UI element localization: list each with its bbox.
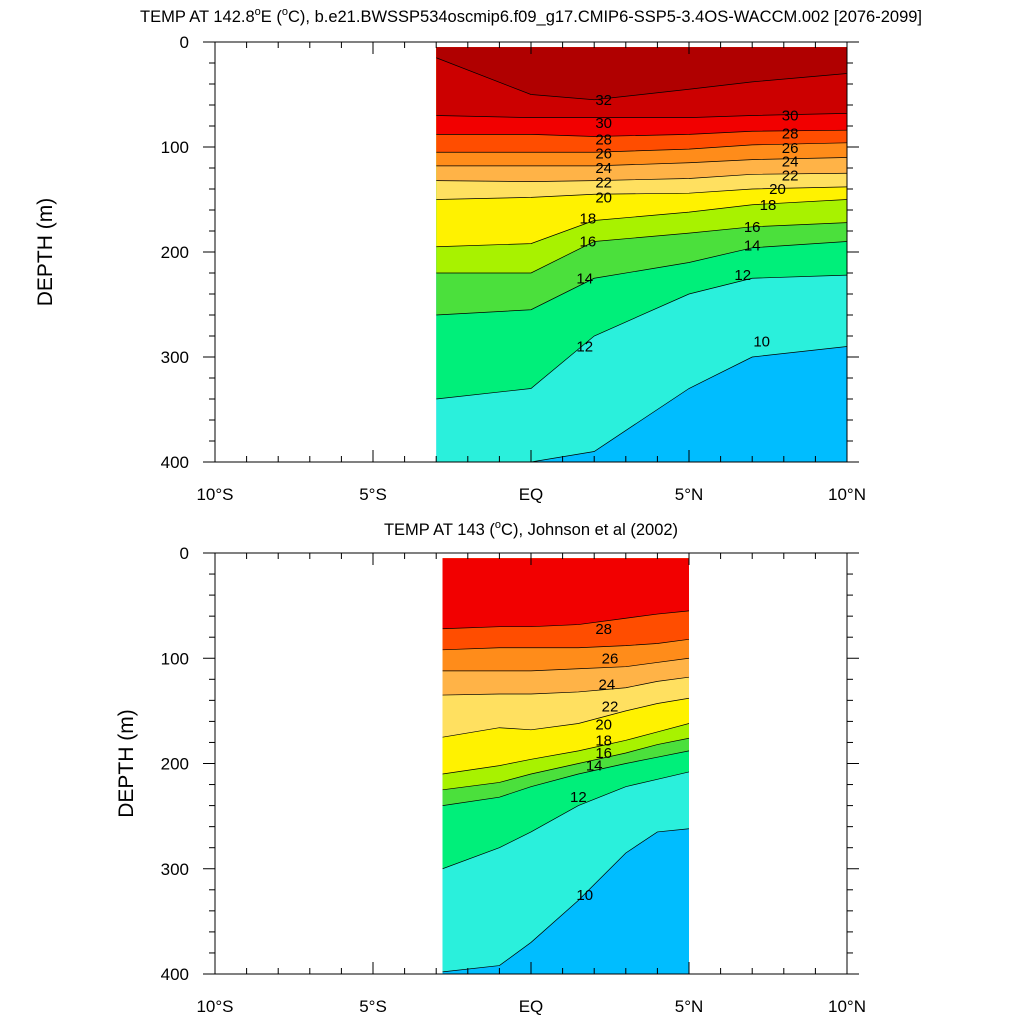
x-tick-label: 5°N [675,997,704,1016]
contour-label: 16 [580,234,597,251]
isotherm-14 [436,241,847,316]
isotherm-22 [442,676,689,696]
y-tick-label: 200 [161,243,189,262]
x-tick-label: 10°N [828,997,866,1016]
chart-title: TEMP AT 143 (oC), Johnson et al (2002) [384,519,678,539]
isotherm-20 [442,697,689,738]
contour-label: 12 [576,339,593,356]
y-tick-label: 200 [161,755,189,774]
contour-label: 14 [576,270,593,287]
y-tick-label: 0 [180,544,189,563]
contour-label: 18 [760,197,777,214]
contour-label: 24 [782,154,799,171]
contour-label: 28 [782,125,799,142]
y-axis-label: DEPTH (m) [34,198,57,307]
panel-model: 3230282624222018161412302826242220181614… [34,6,922,504]
isotherm-28 [442,610,689,630]
contour-label: 16 [744,219,761,236]
x-tick-label: 5°S [359,485,387,504]
isotherm-12 [442,771,689,870]
contour-label: 20 [595,189,612,206]
band-above-32 [436,47,847,100]
x-tick-label: 10°N [828,485,866,504]
contour-label: 24 [598,677,615,694]
y-tick-label: 400 [161,453,189,472]
isotherm-28 [436,129,847,137]
isotherm-20 [436,186,847,200]
isotherm-22 [436,172,847,183]
x-tick-label: EQ [519,997,544,1016]
y-tick-label: 100 [161,138,189,157]
contour-label: 26 [782,140,799,157]
contour-label: 22 [782,167,799,184]
isotherm-24 [442,657,689,672]
isotherm-12 [436,274,847,400]
contour-label: 30 [782,108,799,125]
isotherm-16 [436,222,847,274]
contour-label: 28 [595,132,612,149]
isotherm-30 [436,113,847,118]
contour-label: 24 [595,160,612,177]
isotherm-26 [436,142,847,153]
band-above-28 [442,558,689,629]
isotherm-18 [436,199,847,248]
chart-title: TEMP AT 142.8oE (oC), b.e21.BWSSP534oscm… [140,6,922,26]
contour-label: 18 [595,732,612,749]
contour-label: 10 [576,887,593,904]
contour-label: 28 [595,621,612,638]
x-tick-label: 10°S [196,997,233,1016]
x-tick-label: EQ [519,485,544,504]
title-superscript: o [495,519,501,531]
contour-label: 32 [595,92,612,109]
y-tick-label: 300 [161,860,189,879]
contour-label: 14 [586,758,603,775]
y-tick-label: 0 [180,33,189,52]
contour-label: 22 [595,175,612,192]
contour-label: 10 [753,333,770,350]
isotherm-10 [436,346,847,462]
contour-label: 12 [570,789,587,806]
temperature-field [442,558,689,974]
contour-label: 20 [595,717,612,734]
x-tick-label: 5°N [675,485,704,504]
x-tick-label: 10°S [196,485,233,504]
contour-label: 12 [734,267,751,284]
temperature-field [436,47,847,462]
y-tick-label: 300 [161,348,189,367]
title-superscript: o [282,6,288,18]
isotherm-32 [436,57,847,101]
contour-label: 14 [744,238,761,255]
y-tick-label: 100 [161,649,189,668]
y-axis-label: DEPTH (m) [115,709,138,818]
isotherm-16 [442,737,689,791]
isotherm-18 [442,723,689,775]
isotherm-10 [442,828,689,973]
isotherm-24 [436,157,847,167]
contour-label: 18 [580,210,597,227]
contour-label: 20 [769,181,786,198]
contour-label: 26 [595,145,612,162]
contour-label: 30 [595,115,612,132]
contour-label: 16 [595,745,612,762]
isotherm-26 [442,638,689,651]
y-tick-label: 400 [161,965,189,984]
isotherm-14 [442,750,689,806]
title-superscript: o [255,6,261,18]
contour-label: 26 [602,650,619,667]
contour-label: 22 [602,699,619,716]
x-tick-label: 5°S [359,997,387,1016]
